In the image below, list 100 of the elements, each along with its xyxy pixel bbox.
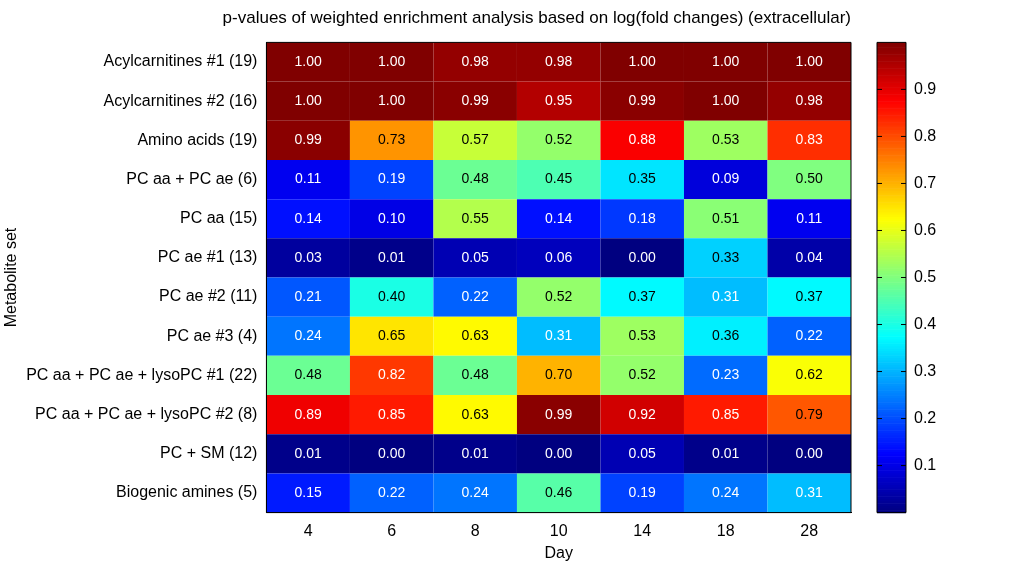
data-label: 1.00	[294, 52, 323, 69]
data-label: 0.70	[545, 366, 573, 383]
data-label: 0.31	[545, 327, 573, 344]
data-label: 0.55	[461, 209, 490, 226]
data-label: 0.98	[545, 52, 573, 69]
color-bar-label: 0.3	[914, 361, 937, 379]
data-label: 0.21	[294, 287, 323, 304]
data-label: 1.00	[294, 92, 323, 109]
y-tick-label: PC ae #2 (11)	[159, 287, 258, 305]
data-label: 0.01	[294, 444, 323, 461]
data-label: 0.99	[545, 405, 573, 422]
x-tick-label: 28	[800, 521, 819, 539]
data-label: 1.00	[795, 52, 824, 69]
data-label: 0.37	[628, 287, 657, 304]
data-label: 0.00	[795, 444, 824, 461]
data-label: 1.00	[378, 92, 406, 109]
data-label: 0.52	[545, 287, 573, 304]
data-label: 0.99	[294, 131, 323, 148]
data-label: 1.00	[378, 52, 406, 69]
color-bar-label: 0.7	[914, 173, 937, 191]
data-label: 0.24	[712, 483, 740, 500]
data-label: 0.85	[712, 405, 740, 422]
y-tick-label: PC + SM (12)	[160, 444, 258, 462]
y-tick-label: PC aa + PC ae + lysoPC #2 (8)	[35, 405, 258, 423]
data-label: 0.40	[378, 287, 406, 304]
data-label: 0.83	[795, 131, 824, 148]
color-bar-label: 0.6	[914, 220, 937, 238]
data-label: 0.50	[795, 170, 824, 187]
data-label: 0.65	[378, 327, 406, 344]
data-label: 0.33	[712, 248, 740, 265]
data-label: 0.53	[628, 327, 657, 344]
data-label: 0.63	[461, 327, 490, 344]
y-tick-label: Amino acids (19)	[137, 130, 258, 148]
data-label: 0.48	[294, 366, 323, 383]
data-label: 1.00	[628, 52, 657, 69]
data-label: 0.79	[795, 405, 824, 422]
data-label: 0.11	[295, 170, 322, 187]
data-label: 0.19	[628, 483, 657, 500]
data-label: 0.05	[461, 248, 490, 265]
y-tick-label: PC ae #1 (13)	[157, 248, 258, 266]
data-label: 0.37	[795, 287, 824, 304]
data-label: 0.53	[712, 131, 740, 148]
data-label: 0.89	[294, 405, 323, 422]
data-label: 0.48	[461, 170, 490, 187]
data-label: 0.52	[545, 131, 573, 148]
chart-title: p-values of weighted enrichment analysis based on log(fold changes) (extracellular)	[222, 7, 851, 27]
data-label: 0.95	[545, 92, 573, 109]
data-label: 0.22	[378, 483, 406, 500]
data-label: 0.45	[545, 170, 573, 187]
data-label: 0.99	[628, 92, 657, 109]
color-bar-label: 0.8	[914, 126, 937, 144]
x-tick-label: 10	[549, 521, 568, 539]
x-tick-label: 6	[387, 521, 397, 539]
data-label: 0.19	[378, 170, 406, 187]
data-label: 0.24	[294, 327, 323, 344]
data-label: 0.09	[712, 170, 740, 187]
x-tick-label: 18	[716, 521, 735, 539]
color-bar-label: 0.2	[914, 408, 937, 426]
data-label: 0.92	[628, 405, 657, 422]
color-bar-label: 0.9	[914, 79, 937, 97]
data-label: 0.01	[712, 444, 740, 461]
data-label: 0.73	[378, 131, 406, 148]
data-label: 0.88	[628, 131, 657, 148]
data-label: 0.24	[461, 483, 490, 500]
y-tick-label: Acylcarnitines #1 (19)	[103, 52, 258, 70]
data-label: 0.98	[461, 52, 490, 69]
data-label: 0.48	[461, 366, 490, 383]
data-label: 0.23	[712, 366, 740, 383]
data-label: 0.15	[294, 483, 323, 500]
data-label: 0.35	[628, 170, 657, 187]
data-label: 0.31	[712, 287, 740, 304]
data-label: 0.14	[545, 209, 573, 226]
color-bar-label: 0.5	[914, 267, 937, 285]
data-label: 0.98	[795, 92, 824, 109]
data-label: 0.46	[545, 483, 573, 500]
data-label: 0.22	[795, 327, 824, 344]
data-label: 0.10	[378, 209, 406, 226]
data-label: 0.01	[461, 444, 490, 461]
data-label: 0.57	[461, 131, 490, 148]
data-label: 0.00	[545, 444, 573, 461]
data-label: 0.03	[294, 248, 323, 265]
data-label: 0.82	[378, 366, 406, 383]
x-tick-label: 14	[633, 521, 652, 539]
data-label: 0.31	[795, 483, 824, 500]
data-label: 0.04	[795, 248, 824, 265]
data-label: 0.06	[545, 248, 573, 265]
data-label: 1.00	[712, 52, 740, 69]
data-label: 0.62	[795, 366, 824, 383]
x-tick-label: 4	[303, 521, 313, 539]
data-label: 0.52	[628, 366, 657, 383]
data-label: 0.99	[461, 92, 490, 109]
data-label: 0.14	[294, 209, 323, 226]
data-label: 0.00	[628, 248, 657, 265]
color-bar-label: 0.1	[914, 455, 937, 473]
y-axis-title: Metabolite set	[2, 227, 20, 328]
x-tick-label: 8	[470, 521, 480, 539]
data-label: 1.00	[712, 92, 740, 109]
y-tick-label: PC ae #3 (4)	[166, 326, 258, 344]
y-tick-label: PC aa + PC ae + lysoPC #1 (22)	[26, 365, 258, 383]
color-bar-label: 0.4	[914, 314, 937, 332]
